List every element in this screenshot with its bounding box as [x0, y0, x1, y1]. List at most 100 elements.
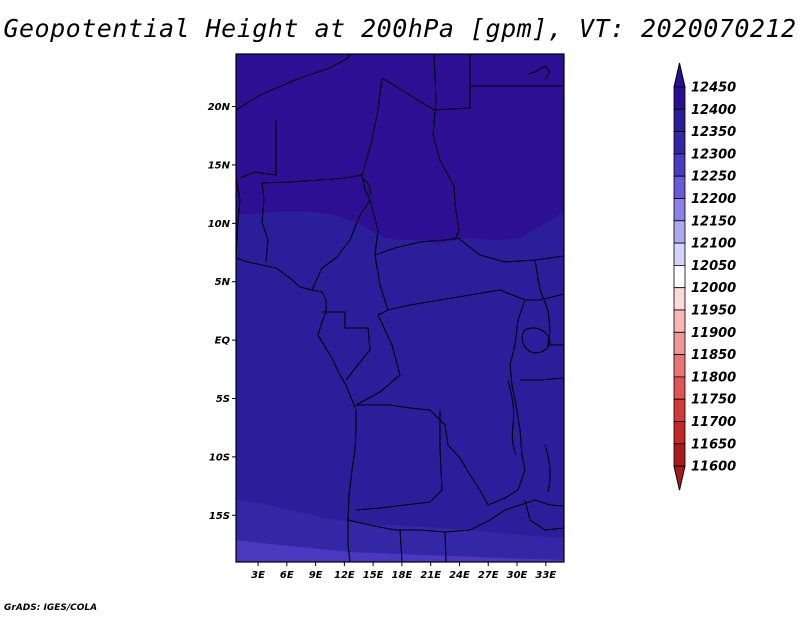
- colorbar-label: 12200: [691, 192, 736, 207]
- lat-tick-label: 15N: [208, 160, 231, 171]
- border-sudan-south: [457, 237, 564, 263]
- colorbar-label: 12150: [691, 214, 736, 229]
- colorbar-label: 11800: [691, 370, 736, 385]
- colorbar-segment: [673, 376, 686, 400]
- border-car-north: [374, 237, 459, 256]
- lake-victoria: [521, 327, 551, 354]
- lon-tick-label: 15E: [363, 570, 384, 581]
- lat-tick-label: 10N: [208, 219, 231, 230]
- border-chad-sudan: [432, 54, 460, 241]
- longitude-axis: 3E 6E 9E 12E 15E 18E 21E 24E 27E 30E 33E: [251, 562, 556, 581]
- grads-credit: GrADS: IGES/COLA: [4, 603, 98, 613]
- coastline-red-sea: [527, 65, 551, 81]
- map-frame: [235, 53, 565, 563]
- border-nigeria-benin: [261, 182, 269, 263]
- country-borders: [236, 54, 564, 562]
- border-tanzania: [520, 377, 564, 381]
- border-south-sudan-east: [525, 293, 564, 301]
- border-botswana: [444, 531, 447, 562]
- colorbar-label: 12100: [691, 237, 736, 252]
- border-algeria-niger: [236, 54, 351, 111]
- border-gabon: [322, 311, 371, 381]
- lon-tick-label: 6E: [280, 570, 294, 581]
- border-angola-namibia: [347, 519, 446, 533]
- colorbar-label: 11650: [691, 437, 736, 452]
- border-car-south: [387, 289, 526, 311]
- border-kenya-uganda: [534, 259, 564, 346]
- border-ghana-togo: [236, 177, 241, 259]
- colorbar-segment: [673, 443, 686, 467]
- lon-tick-label: 24E: [449, 570, 470, 581]
- colorbar-label: 12350: [691, 125, 736, 140]
- lon-tick-label: 3E: [251, 570, 265, 581]
- lon-tick-label: 9E: [309, 570, 323, 581]
- height-fill-12250-12300: [236, 540, 564, 562]
- height-field: [236, 54, 564, 562]
- lat-tick-label: 5N: [215, 277, 231, 288]
- lat-tick-label: 15S: [209, 511, 230, 522]
- colorbar-bottom-arrow: [673, 465, 686, 491]
- lake-malawi: [544, 444, 551, 493]
- latitude-axis: 20N 15N 10N 5N EQ 5S 10S 15S: [208, 102, 236, 522]
- colorbar-segment: [673, 354, 686, 378]
- border-congo-drc: [355, 314, 401, 406]
- coastline-west-africa: [236, 257, 357, 562]
- colorbar-segment: [673, 264, 686, 289]
- border-nigeria-niger: [261, 174, 363, 184]
- colorbar: 12450 12400 12350 12300 12250 12200 12150 12100…: [673, 62, 736, 491]
- colorbar-segment: [673, 86, 686, 110]
- colorbar-label: 11600: [691, 460, 736, 475]
- colorbar-segment: [673, 198, 686, 222]
- lat-tick-label: 5S: [216, 394, 230, 405]
- colorbar-top-arrow: [673, 62, 686, 88]
- colorbar-segment: [673, 421, 686, 445]
- colorbar-segment: [673, 220, 686, 244]
- colorbar-segment: [673, 175, 686, 199]
- lat-tick-label: 20N: [208, 102, 231, 113]
- border-libya-chad: [381, 77, 435, 111]
- lat-tick-label: EQ: [215, 336, 231, 347]
- colorbar-label: 11750: [691, 393, 736, 408]
- lake-tanganyika: [507, 379, 517, 456]
- colorbar-segment: [673, 287, 686, 311]
- border-namibia-south: [399, 529, 403, 562]
- colorbar-label: 11950: [691, 304, 736, 319]
- lon-tick-label: 18E: [392, 570, 413, 581]
- lon-tick-label: 30E: [507, 570, 528, 581]
- border-zambia-south: [444, 499, 564, 533]
- colorbar-label: 11850: [691, 348, 736, 363]
- colorbar-segment: [673, 331, 686, 355]
- lon-tick-label: 12E: [334, 570, 355, 581]
- colorbar-segment: [673, 108, 686, 133]
- lon-tick-label: 27E: [478, 570, 499, 581]
- border-zimbabwe: [524, 499, 564, 531]
- border-drc-east: [487, 299, 526, 506]
- colorbar-segment: [673, 153, 686, 177]
- lon-tick-label: 21E: [420, 570, 441, 581]
- colorbar-segment: [673, 242, 686, 266]
- colorbar-label: 11900: [691, 326, 736, 341]
- border-drc-angola: [356, 404, 489, 506]
- colorbar-label: 12400: [691, 103, 736, 118]
- colorbar-label: 12250: [691, 170, 736, 185]
- colorbar-label: 11700: [691, 415, 736, 430]
- border-cameroon-car: [369, 199, 389, 316]
- lon-tick-label: 33E: [535, 570, 556, 581]
- border-niger-chad: [361, 77, 383, 201]
- border-nigeria-cameroon: [311, 199, 371, 291]
- border-angola-zambia: [355, 410, 443, 511]
- colorbar-label: 12000: [691, 281, 736, 296]
- colorbar-label: 12050: [691, 259, 736, 274]
- colorbar-segment: [673, 398, 686, 422]
- map-title: Geopotential Height at 200hPa [gpm], VT:…: [3, 14, 797, 43]
- border-mali-niger: [239, 120, 277, 179]
- colorbar-segment: [673, 309, 686, 333]
- lat-tick-label: 10S: [209, 452, 230, 463]
- lake-chad: [361, 177, 372, 196]
- height-fill-above-12400: [236, 54, 564, 244]
- colorbar-label: 12450: [691, 81, 736, 96]
- border-libya-sudan: [433, 54, 471, 111]
- colorbar-segment: [673, 131, 686, 155]
- colorbar-label: 12300: [691, 147, 736, 162]
